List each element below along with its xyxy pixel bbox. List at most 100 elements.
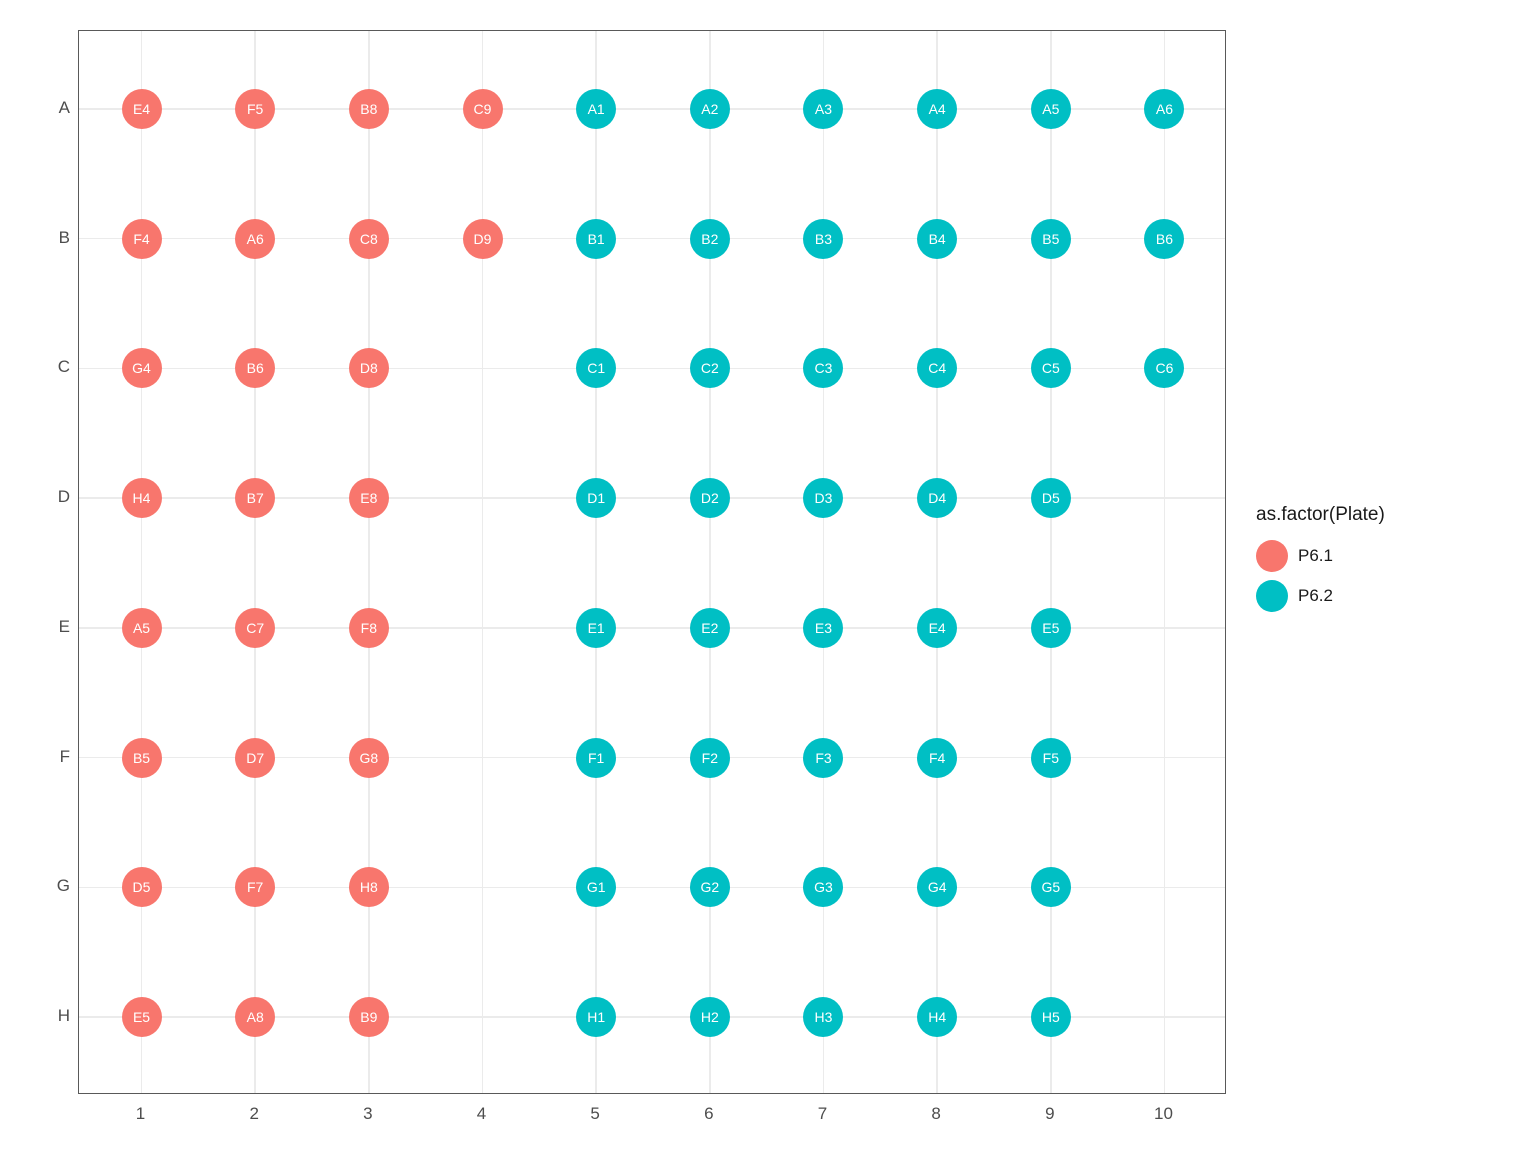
data-point: B2 <box>690 219 730 259</box>
chart-container: E4 F5 B8 C9 A1 A2 A3 A4 A5 A6 F4 A6 C8 D9 B1 B2 B3 B4 B5 B6… <box>78 30 1385 1094</box>
data-point: C2 <box>690 348 730 388</box>
data-point: H4 <box>917 997 957 1037</box>
data-point: A4 <box>917 89 957 129</box>
data-point-label: A5 <box>1042 102 1059 116</box>
data-point: E8 <box>349 478 389 518</box>
data-point: G3 <box>803 867 843 907</box>
data-point-label: E3 <box>815 621 832 635</box>
data-point: E4 <box>917 608 957 648</box>
data-point: F4 <box>917 738 957 778</box>
x-tick-label: 2 <box>249 1104 258 1124</box>
data-point-label: B6 <box>1156 232 1173 246</box>
data-point-label: C2 <box>701 361 719 375</box>
gridline-v <box>709 31 711 1093</box>
data-point-label: H3 <box>815 1010 833 1024</box>
data-point: G4 <box>122 348 162 388</box>
gridline-v <box>368 31 370 1093</box>
data-point: A5 <box>122 608 162 648</box>
data-point: A1 <box>576 89 616 129</box>
data-point-label: D8 <box>360 361 378 375</box>
data-point-label: G8 <box>359 751 378 765</box>
data-point-label: C8 <box>360 232 378 246</box>
data-point-label: C7 <box>246 621 264 635</box>
x-tick-label: 6 <box>704 1104 713 1124</box>
data-point: G2 <box>690 867 730 907</box>
data-point: B1 <box>576 219 616 259</box>
data-point-label: A4 <box>929 102 946 116</box>
data-point: D5 <box>1031 478 1071 518</box>
data-point: D7 <box>235 738 275 778</box>
legend-title: as.factor(Plate) <box>1256 504 1385 526</box>
data-point: H3 <box>803 997 843 1037</box>
legend-item: P6.2 <box>1256 580 1385 612</box>
data-point-label: E1 <box>588 621 605 635</box>
data-point-label: G3 <box>814 880 833 894</box>
data-point: F8 <box>349 608 389 648</box>
data-point-label: B1 <box>588 232 605 246</box>
data-point-label: A6 <box>247 232 264 246</box>
gridline-v <box>1050 31 1052 1093</box>
data-point: C7 <box>235 608 275 648</box>
data-point: C1 <box>576 348 616 388</box>
data-point-label: B8 <box>360 102 377 116</box>
data-point-label: F4 <box>133 232 149 246</box>
data-point-label: H2 <box>701 1010 719 1024</box>
data-point-label: D5 <box>133 880 151 894</box>
data-point-label: D4 <box>928 491 946 505</box>
data-point-label: E5 <box>1042 621 1059 635</box>
legend: as.factor(Plate) P6.1P6.2 <box>1256 504 1385 620</box>
data-point: E5 <box>122 997 162 1037</box>
data-point: F4 <box>122 219 162 259</box>
x-tick-label: 9 <box>1045 1104 1054 1124</box>
data-point: G4 <box>917 867 957 907</box>
data-point-label: D5 <box>1042 491 1060 505</box>
data-point: E2 <box>690 608 730 648</box>
data-point: D2 <box>690 478 730 518</box>
y-tick-label: A <box>50 98 70 118</box>
data-point: H5 <box>1031 997 1071 1037</box>
data-point: B5 <box>1031 219 1071 259</box>
data-point: B6 <box>1144 219 1184 259</box>
data-point-label: F3 <box>815 751 831 765</box>
plot-wrap: E4 F5 B8 C9 A1 A2 A3 A4 A5 A6 F4 A6 C8 D9 B1 B2 B3 B4 B5 B6… <box>78 30 1226 1094</box>
y-tick-label: B <box>50 228 70 248</box>
data-point: F5 <box>235 89 275 129</box>
data-point: B8 <box>349 89 389 129</box>
data-point-label: H8 <box>360 880 378 894</box>
data-point-label: C9 <box>474 102 492 116</box>
data-point-label: F4 <box>929 751 945 765</box>
data-point: A2 <box>690 89 730 129</box>
data-point-label: E4 <box>929 621 946 635</box>
data-point-label: B5 <box>133 751 150 765</box>
data-point: C6 <box>1144 348 1184 388</box>
data-point-label: B6 <box>247 361 264 375</box>
data-point-label: B3 <box>815 232 832 246</box>
data-point-label: G4 <box>928 880 947 894</box>
x-tick-label: 10 <box>1154 1104 1173 1124</box>
data-point: A3 <box>803 89 843 129</box>
data-point: E1 <box>576 608 616 648</box>
data-point-label: C5 <box>1042 361 1060 375</box>
data-point: D1 <box>576 478 616 518</box>
data-point: D4 <box>917 478 957 518</box>
data-point: D9 <box>463 219 503 259</box>
data-point: C9 <box>463 89 503 129</box>
data-point-label: E8 <box>360 491 377 505</box>
data-point: F1 <box>576 738 616 778</box>
data-point-label: C1 <box>587 361 605 375</box>
data-point-label: F8 <box>361 621 377 635</box>
data-point-label: C4 <box>928 361 946 375</box>
data-point: C3 <box>803 348 843 388</box>
gridline-v <box>595 31 597 1093</box>
x-tick-label: 1 <box>136 1104 145 1124</box>
data-point-label: D9 <box>474 232 492 246</box>
data-point-label: D2 <box>701 491 719 505</box>
y-tick-label: F <box>50 747 70 767</box>
data-point-label: A2 <box>701 102 718 116</box>
x-tick-label: 7 <box>818 1104 827 1124</box>
plot-area: E4 F5 B8 C9 A1 A2 A3 A4 A5 A6 F4 A6 C8 D9 B1 B2 B3 B4 B5 B6… <box>78 30 1226 1094</box>
data-point-label: B4 <box>929 232 946 246</box>
y-tick-label: E <box>50 617 70 637</box>
data-point-label: A6 <box>1156 102 1173 116</box>
y-tick-label: G <box>50 876 70 896</box>
